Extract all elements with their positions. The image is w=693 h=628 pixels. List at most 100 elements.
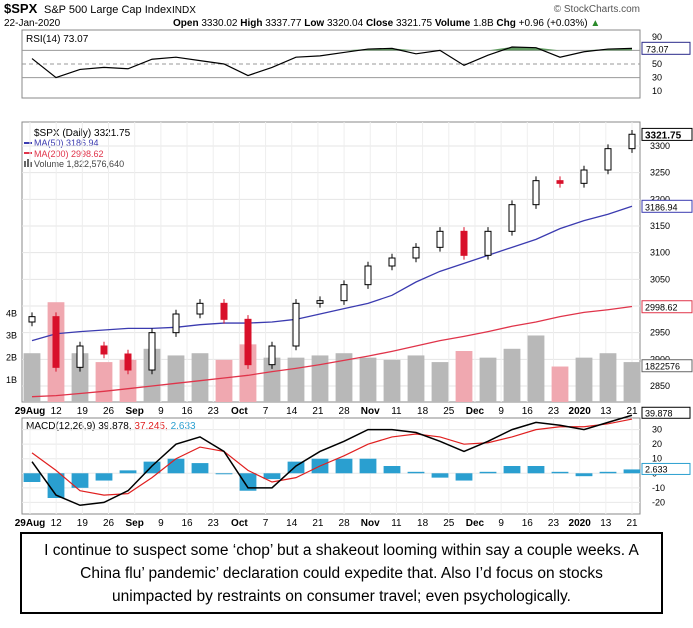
volume-bar (95, 362, 113, 402)
macd-x-tick-label: Oct (231, 518, 248, 529)
candle-body (124, 353, 132, 371)
chart-marks: 907050301073.073300325032003150310030503… (6, 32, 693, 529)
volume-bar (407, 355, 425, 402)
macd-histogram-bar (119, 470, 137, 474)
volume-bar (167, 355, 185, 402)
legend-volume: Volume 1,822,576,640 (34, 159, 124, 169)
rsi-line (31, 46, 633, 79)
candle-body (268, 345, 276, 366)
volume-bar (23, 353, 41, 402)
candle-body (28, 316, 36, 323)
symbol: $SPX (4, 1, 38, 16)
macd-x-tick-label: 19 (77, 518, 89, 529)
volume-bar (431, 362, 449, 402)
candle-body (460, 230, 468, 256)
macd-x-tick-label: 23 (208, 518, 220, 529)
high-label: High (240, 18, 262, 29)
macd-x-tick-label: 9 (158, 518, 164, 529)
macd-histogram-bar (575, 473, 593, 477)
macd-x-tick-label: 29Aug (15, 518, 46, 529)
macd-panel: MACD(12,26,9) 39.878, 37.245, 2.633 (21, 417, 641, 515)
volume-tick-label: 3B (6, 330, 17, 340)
volume-bar (287, 357, 305, 402)
price-x-tick-label: 21 (312, 406, 324, 417)
price-x-tick-label: Sep (126, 406, 144, 417)
price-panel: $SPX (Daily) 3321.75 MA(50) 3186.94 MA(2… (21, 121, 641, 403)
price-tick-label: 3250 (650, 168, 670, 178)
price-x-tick-label: 23 (208, 406, 220, 417)
rsi-overbought-fill (32, 47, 632, 51)
macd-legend-hist: 2.633 (171, 421, 196, 432)
chg-label: Chg (496, 18, 515, 29)
volume-bar (239, 344, 257, 402)
price-tick-label: 3100 (650, 248, 670, 258)
candle-body (388, 257, 396, 267)
volume-bar (575, 357, 593, 402)
price-x-tick-label: 16 (522, 406, 534, 417)
macd-line (31, 414, 633, 507)
volume-bar (335, 353, 353, 402)
candle-body (172, 313, 180, 334)
candle-body (484, 230, 492, 256)
volume-bar (215, 359, 233, 402)
price-x-tick-label: Nov (361, 406, 380, 417)
macd-x-tick-label: 16 (522, 518, 534, 529)
low-label: Low (304, 18, 324, 29)
macd-x-tick-label: 2020 (569, 518, 592, 529)
index-name: S&P 500 Large Cap Index (44, 4, 172, 16)
price-x-tick-label: 28 (339, 406, 351, 417)
stock-chart: $SPX S&P 500 Large Cap Index INDX © Stoc… (4, 1, 693, 529)
macd-histogram-bar (71, 473, 89, 488)
candle-body (628, 133, 636, 150)
price-tick-label: 3150 (650, 221, 670, 231)
price-tick-label: 3300 (650, 141, 670, 151)
rsi-current-label: 73.07 (646, 44, 669, 54)
price-x-tick-label: 29Aug (15, 406, 46, 417)
price-x-tick-label: 13 (600, 406, 612, 417)
price-x-tick-label: 26 (103, 406, 115, 417)
volume-bar (263, 357, 281, 402)
volume-bar (311, 355, 329, 402)
price-tick-label: 3050 (650, 274, 670, 284)
macd-x-tick-label: 25 (443, 518, 455, 529)
macd-histogram-bar (335, 458, 353, 474)
candle-body (364, 265, 372, 286)
price-x-tick-label: 18 (417, 406, 429, 417)
macd-histogram-bar (95, 473, 113, 481)
macd-current-tag (641, 406, 691, 419)
macd-x-tick-label: 13 (600, 518, 612, 529)
macd-x-tick-label: 21 (312, 518, 324, 529)
candle-body (76, 345, 84, 368)
ma200-line (31, 305, 633, 398)
macd-x-tick-label: Dec (466, 518, 485, 529)
volume-current-label: 1822576 (645, 362, 680, 372)
volume-bar (383, 359, 401, 402)
macd-histogram-bar (383, 466, 401, 474)
candle-body (604, 148, 612, 171)
caption-text: I continue to suspect some ‘chop’ but a … (44, 541, 639, 605)
macd-histogram-bar (167, 458, 185, 474)
volume-tick-label: 2B (6, 353, 17, 363)
caption-box: I continue to suspect some ‘chop’ but a … (20, 532, 663, 614)
candle-body (556, 180, 564, 184)
watermark: © StockCharts.com (554, 4, 640, 15)
price-tick-label: 2850 (650, 381, 670, 391)
date-label: 22-Jan-2020 (4, 18, 61, 29)
price-x-tick-label: 23 (548, 406, 560, 417)
price-x-tick-label: 2020 (569, 406, 592, 417)
price-x-tick-label: Dec (466, 406, 485, 417)
volume-bar (527, 335, 545, 402)
volume-tick-label: 1B (6, 375, 17, 385)
macd-tick-label: 30 (652, 425, 662, 435)
macd-title: MACD(12,26,9) 39.878, 37.245, 2.633 (26, 421, 196, 432)
macd-histogram-bar (143, 461, 161, 474)
price-current-label: 3321.75 (645, 130, 682, 141)
candle-body (244, 318, 252, 366)
macd-x-tick-label: 21 (626, 518, 638, 529)
volume-bar (71, 353, 89, 402)
volume-label: Volume (435, 18, 471, 29)
ma50-line (31, 205, 633, 342)
volume-bar (455, 351, 473, 402)
rsi-tick-label: 90 (652, 32, 662, 42)
rsi-tick-label: 50 (652, 59, 662, 69)
